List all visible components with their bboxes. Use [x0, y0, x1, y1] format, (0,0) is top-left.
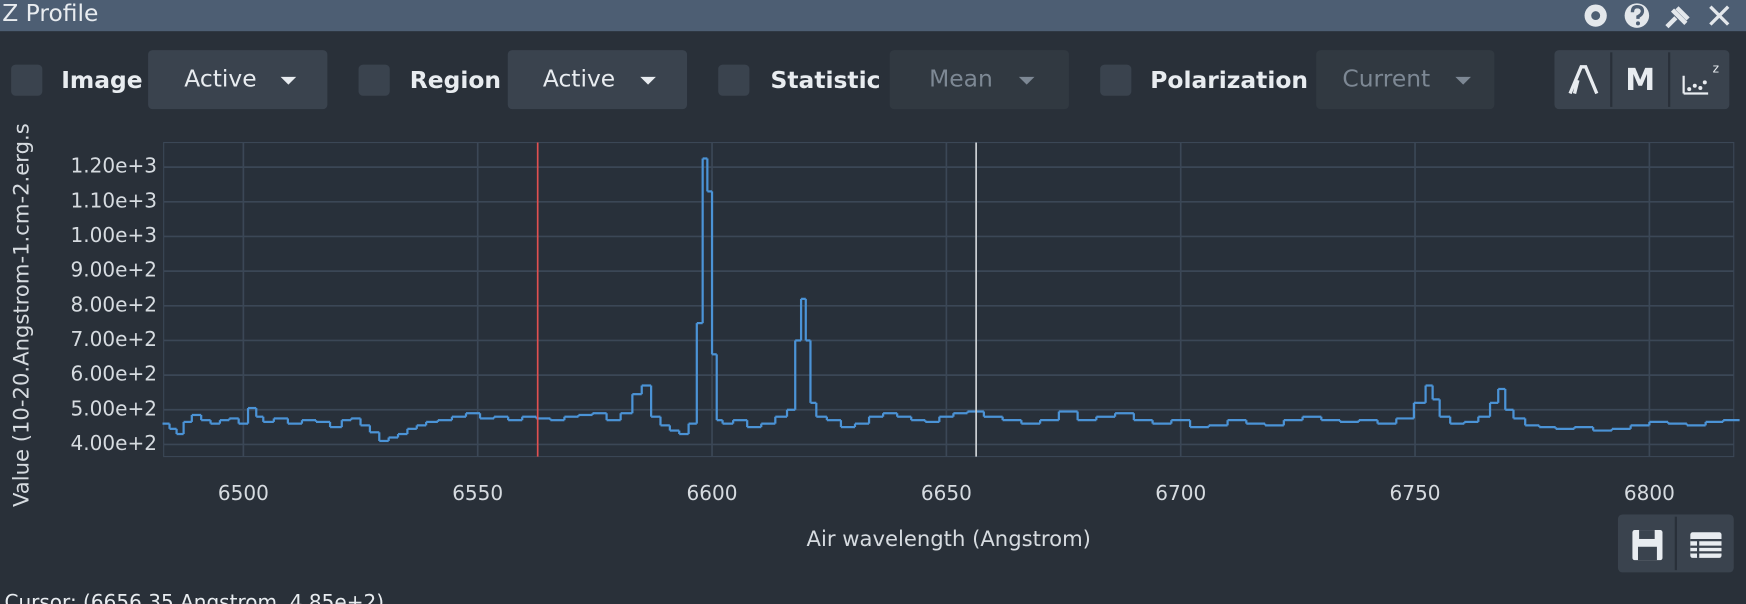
settings-icon[interactable]	[1584, 4, 1607, 27]
y-tick-label: 4.00e+2	[71, 431, 157, 455]
x-tick-label: 6500	[218, 481, 269, 505]
caret	[1455, 76, 1471, 85]
save-button[interactable]	[1632, 530, 1663, 561]
control-label: Image	[61, 66, 142, 94]
y-axis-label: Value (10-20.Angstrom-1.cm-2.erg.s	[8, 123, 33, 507]
title-bar	[0, 0, 1746, 32]
statistic-control: Statistic Mean	[718, 50, 1069, 110]
pin-icon[interactable]	[1665, 6, 1690, 29]
close-icon[interactable]	[1709, 5, 1730, 26]
dropdown	[889, 50, 1069, 110]
plot	[162, 142, 1740, 457]
dropdown	[1316, 50, 1495, 110]
export-buttons	[1617, 514, 1734, 573]
cursor-status: Cursor: (6656.35 Angstrom, 4.85e+2)	[4, 590, 384, 604]
dropdown-value: Current	[1342, 65, 1430, 93]
checkbox[interactable]	[718, 64, 750, 96]
y-tick-label: 6.00e+2	[71, 362, 157, 386]
y-tick-label: 1.20e+3	[71, 154, 157, 178]
fitting-button[interactable]: z	[1682, 62, 1719, 95]
moments-button[interactable]: M	[1625, 63, 1655, 98]
dropdown[interactable]	[148, 50, 328, 110]
x-tick-label: 6550	[452, 481, 503, 505]
x-tick-label: 6700	[1155, 481, 1206, 505]
checkbox[interactable]	[11, 64, 43, 96]
button-group: M z	[1554, 50, 1730, 110]
caret	[640, 76, 656, 85]
control-label: Polarization	[1150, 66, 1308, 94]
smoothing-button[interactable]	[1568, 65, 1599, 95]
dropdown-value: Active	[543, 65, 615, 93]
checkbox[interactable]	[1100, 64, 1132, 96]
control-label: Statistic	[771, 66, 881, 94]
control-label: Region	[410, 66, 501, 94]
dropdown-value: Active	[184, 65, 256, 93]
x-tick-label: 6750	[1390, 481, 1441, 505]
window-title: Z Profile	[2, 0, 98, 27]
caret	[1018, 76, 1035, 85]
y-tick-label: 9.00e+2	[71, 258, 157, 282]
help-icon[interactable]	[1624, 3, 1650, 28]
x-axis-label: Air wavelength (Angstrom)	[806, 526, 1090, 551]
checkbox[interactable]	[358, 64, 390, 96]
x-tick-label: 6650	[921, 481, 972, 505]
svg-text:z: z	[1713, 62, 1719, 76]
y-tick-label: 7.00e+2	[71, 327, 157, 351]
dropdown[interactable]	[507, 50, 688, 110]
plot-area	[163, 141, 1735, 458]
polarization-control: Polarization Current	[1100, 50, 1495, 110]
image-control: Image Active	[11, 50, 328, 110]
caret	[280, 76, 297, 85]
table-button[interactable]	[1690, 532, 1722, 558]
x-tick-label: 6600	[687, 481, 738, 505]
region-control: Region Active	[358, 50, 688, 110]
y-tick-label: 1.00e+3	[71, 223, 157, 247]
x-tick-label: 6800	[1624, 481, 1675, 505]
y-tick-label: 8.00e+2	[71, 292, 157, 316]
y-tick-label: 5.00e+2	[71, 396, 157, 420]
dropdown-value: Mean	[929, 65, 993, 93]
y-tick-label: 1.10e+3	[71, 188, 157, 212]
